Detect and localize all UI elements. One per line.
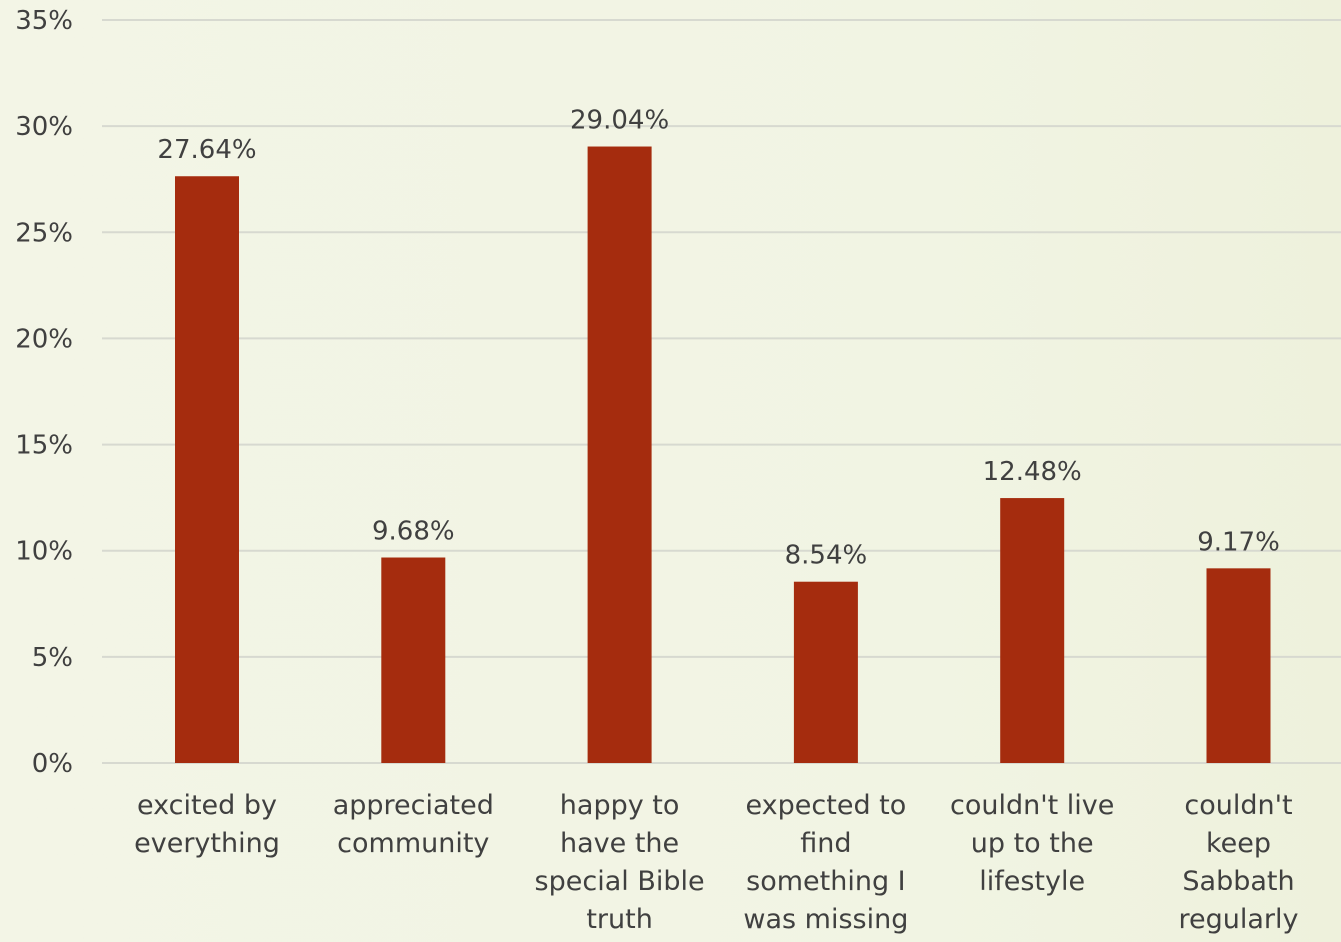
y-tick-label: 5% <box>32 643 73 673</box>
category-label-line: regularly <box>1179 904 1299 935</box>
category-label-line: special Bible <box>535 866 705 897</box>
y-tick-label: 35% <box>15 6 73 36</box>
category-label-line: happy to <box>560 790 680 821</box>
category-label-line: up to the <box>971 828 1094 859</box>
category-label: couldn't keep Sabbath regularly <box>1179 790 1299 935</box>
category-label-line: find <box>800 828 851 859</box>
y-tick-label: 10% <box>15 537 73 567</box>
y-tick-label: 25% <box>15 218 73 248</box>
y-tick-label: 15% <box>15 431 73 461</box>
category-label-line: couldn't live <box>950 790 1114 821</box>
gridlines <box>102 19 1341 764</box>
category-label-line: excited by <box>137 790 277 821</box>
bar <box>1206 568 1271 763</box>
category-label-line: appreciated <box>333 790 494 821</box>
category-label-line: something I <box>746 866 906 897</box>
data-label: 12.48% <box>983 457 1082 487</box>
y-tick-label: 20% <box>15 324 73 354</box>
category-label-line: keep <box>1206 828 1271 859</box>
category-label-line: everything <box>134 828 280 859</box>
y-tick-label: 30% <box>15 112 73 142</box>
category-label: happy to have the special Bible truth <box>535 790 705 935</box>
data-label: 8.54% <box>785 541 868 571</box>
category-label-line: truth <box>586 904 653 935</box>
category-label-line: community <box>337 828 489 859</box>
category-label-line: was missing <box>743 904 908 935</box>
data-labels: 27.64% 9.68% 29.04% 8.54% 12.48% 9.17% <box>157 106 1279 571</box>
bars <box>175 146 1271 764</box>
category-label-line: expected to <box>746 790 907 821</box>
category-label-line: have the <box>560 828 679 859</box>
category-label: expected to find something I was missing <box>743 790 908 935</box>
data-label: 9.17% <box>1197 527 1280 557</box>
category-label: excited by everything <box>134 790 280 859</box>
x-axis-category-labels: excited by everything appreciated community… <box>134 790 1298 935</box>
bar <box>381 557 446 763</box>
category-label-line: Sabbath <box>1182 866 1294 897</box>
category-label-line: lifestyle <box>979 866 1085 897</box>
bar <box>793 581 858 763</box>
data-label: 27.64% <box>157 135 256 165</box>
category-label: couldn't live up to the lifestyle <box>950 790 1114 897</box>
data-label: 29.04% <box>570 106 669 136</box>
bar <box>1000 498 1065 763</box>
category-label: appreciated community <box>333 790 494 859</box>
category-label-line: couldn't <box>1184 790 1292 821</box>
bar <box>175 176 239 763</box>
y-tick-label: 0% <box>32 749 73 779</box>
y-axis-tick-labels: 0% 5% 10% 15% 20% 25% 30% 35% <box>15 6 73 779</box>
data-label: 9.68% <box>372 517 455 547</box>
bar <box>587 146 652 764</box>
